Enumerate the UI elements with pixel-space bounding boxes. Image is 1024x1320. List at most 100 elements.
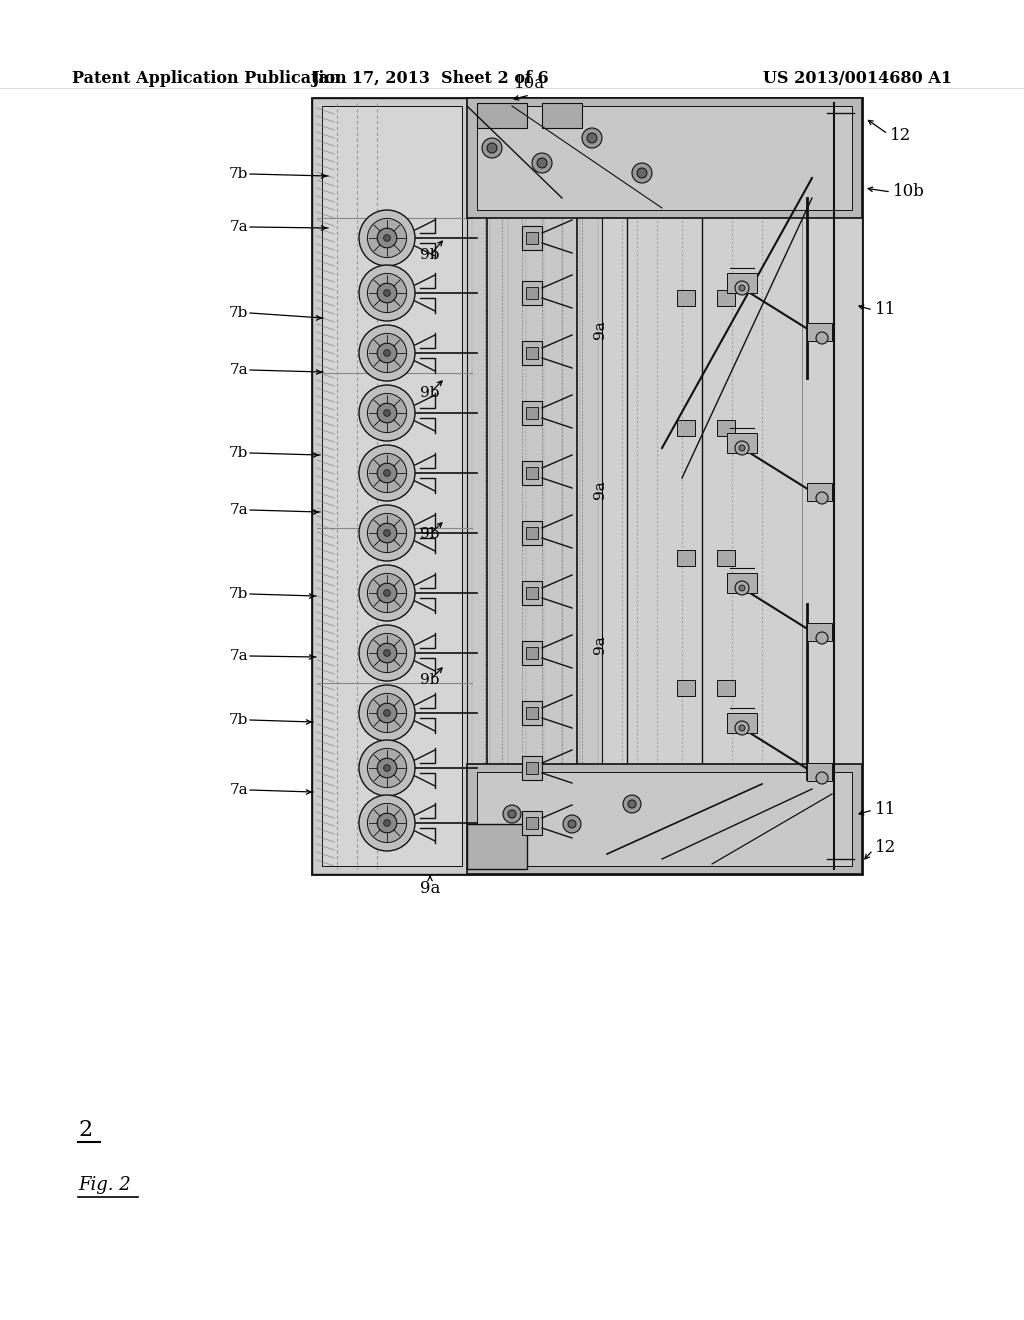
Circle shape bbox=[377, 813, 397, 833]
Circle shape bbox=[359, 685, 415, 741]
Circle shape bbox=[739, 725, 745, 731]
Circle shape bbox=[508, 810, 516, 818]
Bar bbox=[717, 290, 735, 306]
Text: 12: 12 bbox=[874, 840, 896, 857]
Bar bbox=[522, 581, 542, 605]
Text: Patent Application Publication: Patent Application Publication bbox=[72, 70, 347, 87]
Circle shape bbox=[637, 168, 647, 178]
Text: 2: 2 bbox=[78, 1119, 92, 1140]
Circle shape bbox=[368, 693, 407, 733]
Text: US 2013/0014680 A1: US 2013/0014680 A1 bbox=[763, 70, 952, 87]
Bar bbox=[717, 420, 735, 436]
Text: 7b: 7b bbox=[228, 446, 248, 459]
Text: 7a: 7a bbox=[229, 503, 248, 517]
Text: 12: 12 bbox=[890, 127, 911, 144]
Bar bbox=[807, 623, 831, 642]
Circle shape bbox=[368, 393, 407, 433]
Bar bbox=[677, 420, 695, 436]
Circle shape bbox=[368, 218, 407, 257]
Bar bbox=[526, 527, 538, 539]
Bar bbox=[522, 756, 542, 780]
Bar bbox=[324, 106, 850, 866]
Bar bbox=[522, 341, 542, 366]
Circle shape bbox=[532, 153, 552, 173]
Bar bbox=[526, 467, 538, 479]
Bar bbox=[727, 573, 757, 593]
Circle shape bbox=[384, 590, 390, 597]
Circle shape bbox=[368, 748, 407, 788]
Text: 9a: 9a bbox=[593, 480, 607, 499]
Circle shape bbox=[377, 343, 397, 363]
Circle shape bbox=[384, 649, 390, 656]
Circle shape bbox=[377, 403, 397, 422]
Circle shape bbox=[368, 573, 407, 612]
Bar bbox=[526, 817, 538, 829]
Text: 9a: 9a bbox=[593, 321, 607, 339]
Text: 7a: 7a bbox=[229, 363, 248, 378]
Bar bbox=[312, 98, 472, 874]
Text: 7b: 7b bbox=[228, 713, 248, 727]
Circle shape bbox=[568, 820, 575, 828]
Circle shape bbox=[739, 585, 745, 591]
Circle shape bbox=[384, 710, 390, 717]
Circle shape bbox=[359, 325, 415, 381]
Text: Jan. 17, 2013  Sheet 2 of 6: Jan. 17, 2013 Sheet 2 of 6 bbox=[311, 70, 549, 87]
Circle shape bbox=[359, 741, 415, 796]
Bar bbox=[522, 401, 542, 425]
Circle shape bbox=[359, 265, 415, 321]
Text: 9a: 9a bbox=[593, 636, 607, 655]
Bar bbox=[727, 713, 757, 733]
Bar bbox=[526, 647, 538, 659]
Bar bbox=[526, 286, 538, 300]
Text: 11: 11 bbox=[874, 301, 896, 318]
Circle shape bbox=[377, 228, 397, 248]
Circle shape bbox=[487, 143, 497, 153]
Text: Fig. 2: Fig. 2 bbox=[78, 1176, 131, 1195]
Circle shape bbox=[377, 284, 397, 302]
Bar bbox=[316, 102, 858, 870]
Bar bbox=[522, 810, 542, 836]
Bar bbox=[322, 106, 462, 866]
Circle shape bbox=[587, 133, 597, 143]
Bar bbox=[727, 273, 757, 293]
Circle shape bbox=[816, 632, 828, 644]
Bar bbox=[522, 642, 542, 665]
Bar bbox=[542, 103, 582, 128]
Circle shape bbox=[384, 409, 390, 416]
Text: 10b: 10b bbox=[893, 183, 925, 201]
Bar bbox=[807, 483, 831, 502]
Circle shape bbox=[632, 162, 652, 183]
Circle shape bbox=[503, 805, 521, 822]
Bar bbox=[807, 323, 831, 341]
Bar bbox=[526, 347, 538, 359]
Bar bbox=[526, 762, 538, 774]
Circle shape bbox=[377, 758, 397, 777]
Circle shape bbox=[377, 643, 397, 663]
Circle shape bbox=[377, 704, 397, 723]
Text: 7b: 7b bbox=[228, 306, 248, 319]
Circle shape bbox=[359, 445, 415, 502]
Bar bbox=[312, 98, 862, 874]
Circle shape bbox=[628, 800, 636, 808]
Bar bbox=[522, 281, 542, 305]
Circle shape bbox=[816, 772, 828, 784]
Text: 7a: 7a bbox=[229, 649, 248, 663]
Circle shape bbox=[359, 795, 415, 851]
Text: 10a: 10a bbox=[514, 75, 546, 92]
Bar bbox=[522, 521, 542, 545]
Circle shape bbox=[582, 128, 602, 148]
Bar bbox=[717, 680, 735, 696]
Circle shape bbox=[359, 565, 415, 620]
Circle shape bbox=[384, 350, 390, 356]
Circle shape bbox=[359, 624, 415, 681]
Bar bbox=[467, 764, 862, 874]
Circle shape bbox=[368, 804, 407, 842]
Circle shape bbox=[735, 441, 749, 455]
Circle shape bbox=[384, 529, 390, 536]
Bar bbox=[477, 106, 852, 210]
Bar bbox=[467, 106, 607, 866]
Bar bbox=[477, 103, 527, 128]
Circle shape bbox=[384, 470, 390, 477]
Bar bbox=[727, 433, 757, 453]
Bar bbox=[526, 232, 538, 244]
